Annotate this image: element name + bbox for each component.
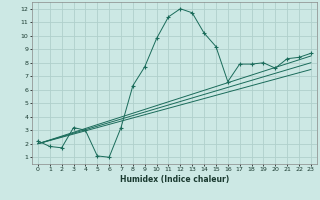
X-axis label: Humidex (Indice chaleur): Humidex (Indice chaleur) [120,175,229,184]
